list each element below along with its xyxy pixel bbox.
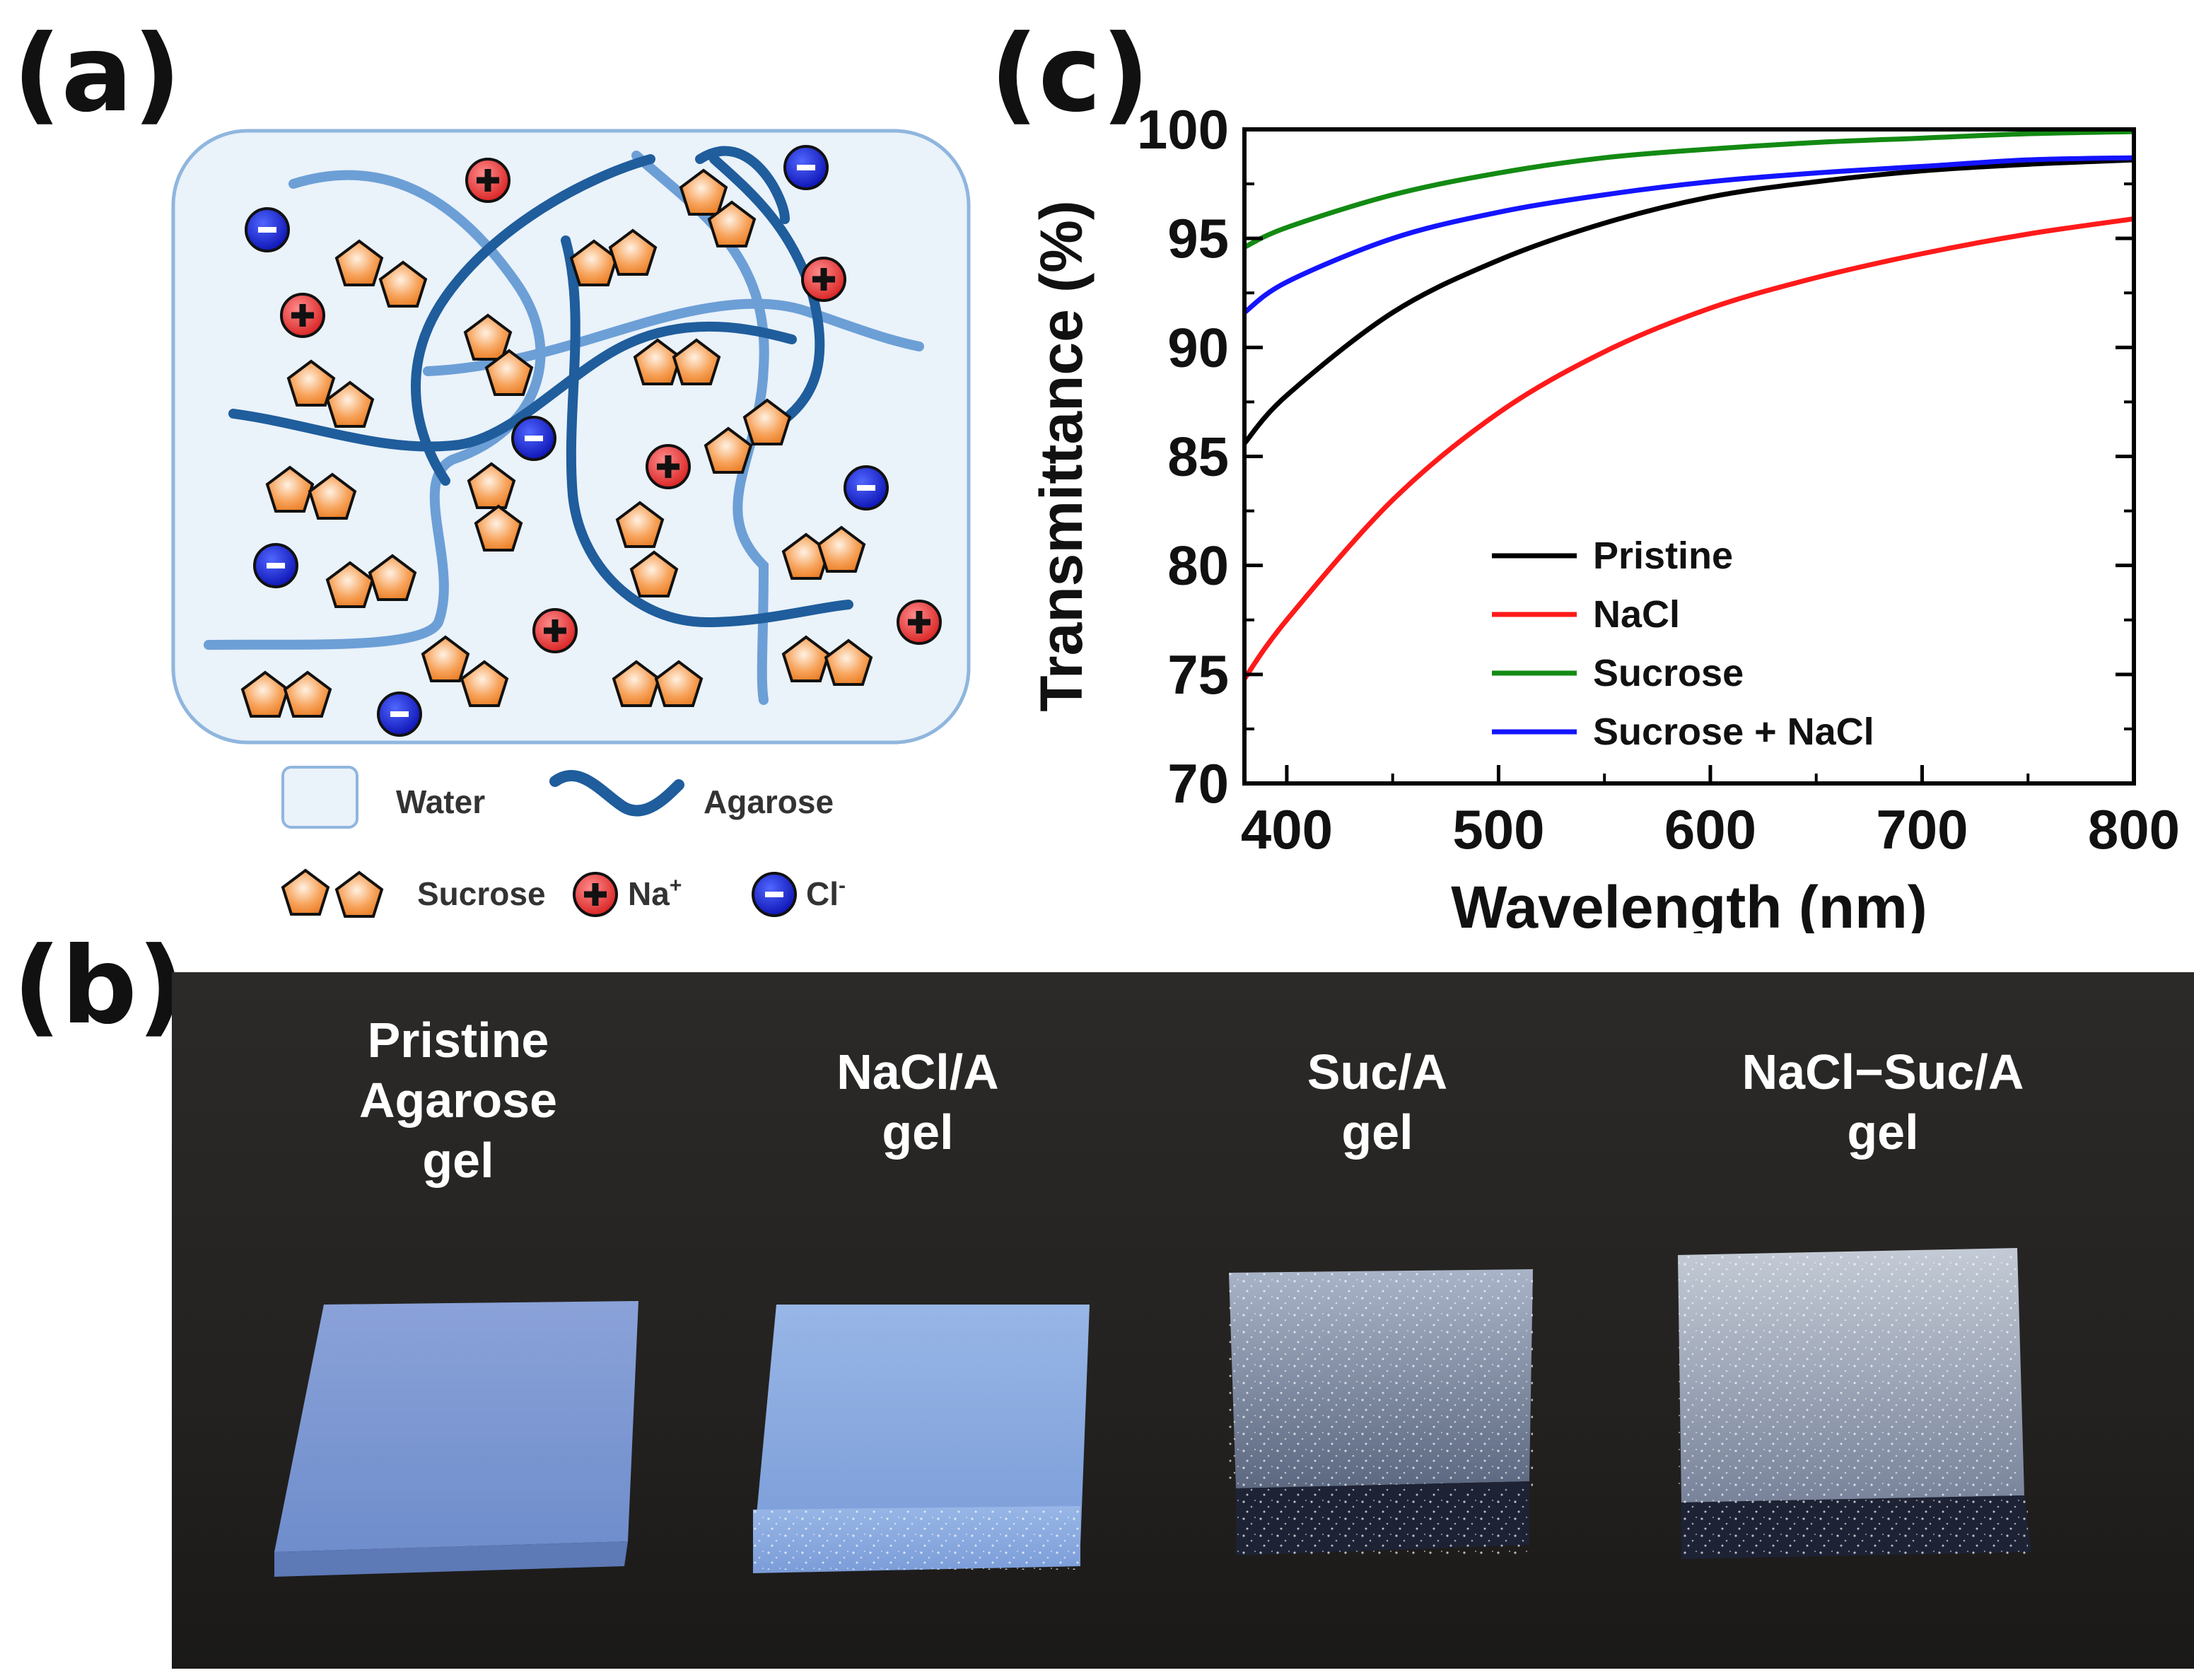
y-tick-label: 85 — [1167, 426, 1229, 488]
gel-sample-nacl — [753, 1305, 1090, 1573]
y-tick-label: 80 — [1167, 535, 1229, 597]
sodium-legend-label: Na+ — [628, 874, 682, 912]
gel-label-sucrose-line1: Suc/A — [1307, 1044, 1447, 1099]
sucrose-legend-label: Sucrose — [417, 875, 546, 912]
legend-label-pristine: Pristine — [1593, 535, 1733, 577]
gel-label-nacl-line1: NaCl/A — [836, 1044, 998, 1099]
gel-label-sucrose-line2: gel — [1341, 1104, 1413, 1160]
x-tick-label: 400 — [1241, 798, 1333, 861]
series-line-nacl — [1242, 216, 2135, 681]
legend-label-sucrose-nacl: Sucrose + NaCl — [1593, 711, 1874, 753]
gel-label-pristine-line1: Pristine — [368, 1013, 549, 1068]
series-line-sucrose-nacl — [1242, 155, 2135, 315]
gel-photo: Pristine Agarose gel NaCl/A gel Suc/A ge… — [172, 972, 2194, 1669]
agarose-fiber — [411, 154, 655, 486]
series-line-pristine — [1242, 157, 2135, 445]
panel-label-c: (c) — [990, 13, 1150, 136]
panel-label-a: (a) — [13, 13, 182, 136]
agarose-fiber — [561, 235, 853, 628]
agarose-fiber — [204, 170, 546, 650]
gel-label-nacl-line2: gel — [882, 1104, 953, 1160]
y-tick-label: 70 — [1167, 752, 1229, 815]
agarose-fiber — [423, 298, 924, 376]
agarose-legend-swatch — [549, 770, 684, 817]
y-axis-label: Transmittance (%) — [1028, 200, 1095, 712]
gel-label-pristine-line2: Agarose — [359, 1073, 557, 1128]
x-tick-label: 600 — [1664, 798, 1756, 861]
water-legend-swatch — [281, 766, 358, 829]
gel-sample-sucrose — [1229, 1269, 1533, 1556]
x-tick-label: 700 — [1876, 798, 1968, 861]
gel-label-nacl-sucrose-line1: NaCl−Suc/A — [1742, 1044, 2024, 1099]
sodium-legend-swatch — [573, 872, 618, 917]
legend-label-nacl: NaCl — [1593, 593, 1680, 636]
gel-label-nacl-sucrose-line2: gel — [1847, 1104, 1918, 1160]
y-tick-label: 100 — [1137, 98, 1229, 161]
water-legend-label: Water — [396, 783, 485, 820]
x-axis-label: Wavelength (nm) — [1451, 874, 1927, 933]
legend-label-sucrose: Sucrose — [1593, 652, 1744, 694]
x-tick-label: 500 — [1452, 798, 1544, 861]
transmittance-chart: 400 500 600 700 800 70 75 80 85 90 95 100 Wavelengt… — [1028, 98, 2180, 933]
chloride-legend-swatch — [752, 872, 797, 917]
y-tick-label: 95 — [1167, 207, 1229, 269]
gel-sample-nacl-sucrose — [1678, 1248, 2031, 1559]
agarose-fiber — [228, 321, 797, 452]
gel-label-pristine-line3: gel — [422, 1133, 494, 1188]
agarose-legend-label: Agarose — [704, 783, 834, 820]
series-line-sucrose — [1243, 129, 2135, 250]
panel-label-b: (b) — [13, 925, 186, 1048]
chloride-legend-label: Cl- — [806, 874, 846, 912]
y-tick-label: 75 — [1167, 643, 1229, 706]
gel-sample-pristine — [274, 1301, 638, 1577]
schematic-panel: Water Agarose Sucrose Na+ Cl- — [171, 129, 971, 918]
x-tick-label: 800 — [2088, 798, 2180, 861]
agarose-fiber — [695, 146, 790, 224]
y-tick-label: 90 — [1167, 316, 1229, 378]
sucrose-legend-swatch — [281, 869, 383, 918]
